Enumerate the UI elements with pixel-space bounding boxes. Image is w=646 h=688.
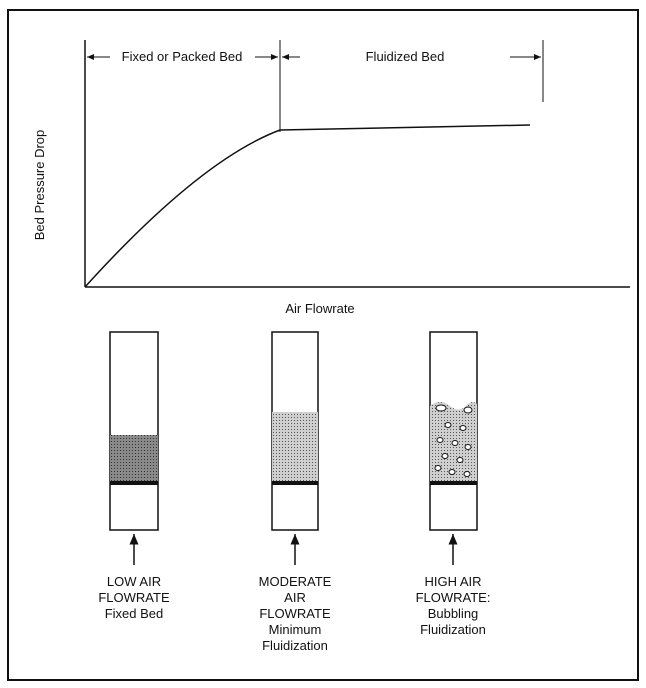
region-label: Fluidized Bed [366, 49, 445, 64]
column-label: AIR [284, 590, 306, 605]
column-label: FLOWRATE [98, 590, 170, 605]
column-label: HIGH AIR [424, 574, 481, 589]
column-label: Fluidization [262, 638, 328, 653]
x-label: Air Flowrate [285, 301, 354, 316]
column-label: FLOWRATE [259, 606, 331, 621]
page: {"graph": {"regions": ["Fixed or Packed … [0, 0, 646, 688]
column-label: MODERATE [259, 574, 332, 589]
tube-moderate [272, 332, 318, 530]
column-label: Minimum [269, 622, 322, 637]
y-label: Bed Pressure Drop [32, 130, 47, 241]
column-label: FLOWRATE: [416, 590, 491, 605]
pressure-curve [85, 125, 530, 287]
column-label: LOW AIR [107, 574, 161, 589]
tube-high [430, 332, 477, 530]
tube-low [110, 332, 158, 530]
diagram: Fixed or Packed Bed Fluidized Bed Bed Pr… [0, 0, 646, 688]
region-label: Fixed or Packed Bed [122, 49, 243, 64]
column-label: Bubbling [428, 606, 479, 621]
column-label: Fluidization [420, 622, 486, 637]
column-label: Fixed Bed [105, 606, 164, 621]
